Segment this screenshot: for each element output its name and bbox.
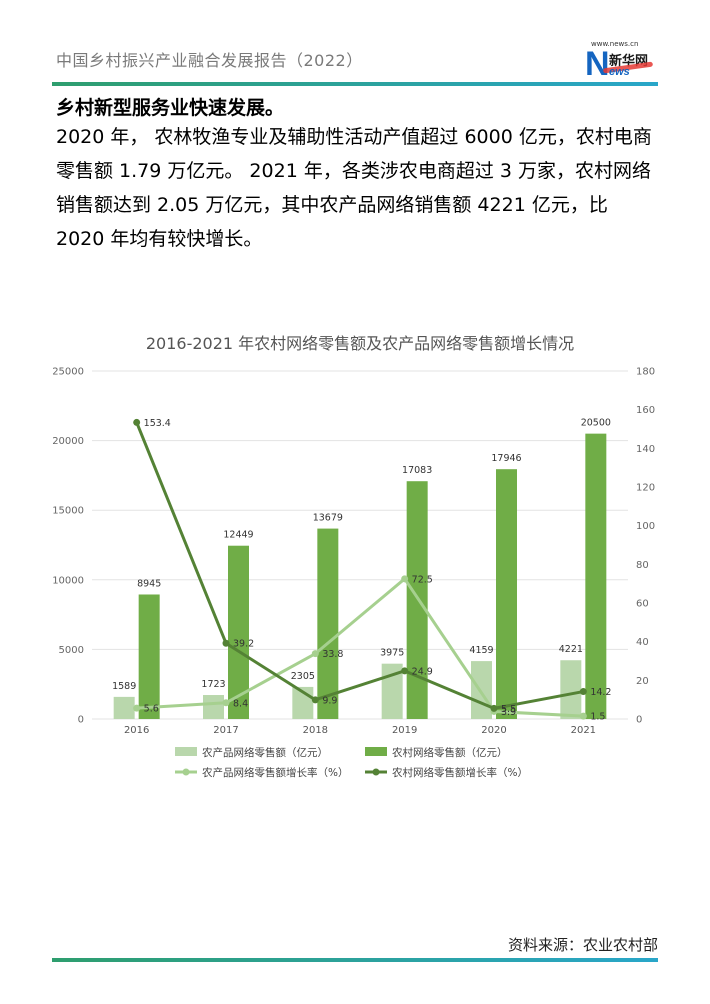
y-left-tick-label: 0 [78, 715, 84, 726]
line-data-label: 1.5 [590, 712, 605, 723]
line-data-label: 9.9 [322, 695, 337, 706]
line-data-label: 24.9 [412, 666, 433, 677]
legend-label: 农村网络零售额增长率（%） [392, 766, 528, 779]
line-data-label: 14.2 [590, 687, 611, 698]
x-tick-label: 2017 [213, 725, 238, 736]
logo-ews-text: ews [609, 66, 630, 78]
bar-data-label: 3975 [380, 648, 404, 659]
bar [138, 594, 160, 719]
line-point [133, 704, 141, 712]
bar [496, 469, 517, 719]
bar-data-label: 8945 [137, 578, 161, 589]
y-right-tick-label: 140 [636, 444, 655, 455]
chart-lines [133, 418, 587, 720]
bar [228, 545, 249, 719]
bar-data-label: 1589 [112, 681, 136, 692]
legend-label: 农村网络零售额（亿元） [392, 746, 508, 759]
line-point [490, 704, 498, 712]
bar-data-label: 4221 [559, 644, 583, 655]
bar-data-label: 2305 [291, 671, 315, 682]
section-heading: 乡村新型服务业快速发展。 [56, 97, 285, 119]
line-data-label: 72.5 [412, 574, 433, 585]
logo-url-text: www.news.cn [591, 40, 639, 48]
logo-n-letter: N [585, 45, 610, 83]
line-point [311, 650, 319, 658]
legend-swatch-point [182, 768, 190, 776]
line-data-label: 33.8 [322, 649, 343, 660]
header-divider [52, 82, 658, 86]
y-right-tick-label: 20 [636, 676, 649, 687]
line-data-label: 5.5 [501, 704, 516, 715]
line-point [401, 575, 409, 583]
bar-data-label: 12449 [223, 530, 253, 541]
y-right-tick-label: 180 [636, 367, 655, 378]
y-right-tick-label: 60 [636, 599, 649, 610]
bar [203, 695, 224, 719]
x-tick-label: 2020 [481, 725, 506, 736]
y-right-tick-label: 40 [636, 637, 649, 648]
bar-data-label: 17946 [491, 453, 521, 464]
chart-labels: 2016-2021 年农村网络零售额及农产品网络零售额增长情况050001000… [52, 334, 655, 736]
line-point [579, 688, 587, 696]
chart-legend: 农产品网络零售额（亿元） 农村网络零售额（亿元） 农产品网络零售额增长率（%） 农村网… [175, 746, 528, 779]
bar [471, 661, 492, 719]
line-data-label: 39.2 [233, 639, 254, 650]
report-title: 中国乡村振兴产业融合发展报告（2022） [56, 51, 363, 70]
bar [560, 660, 582, 719]
x-tick-label: 2016 [124, 725, 149, 736]
line-point [401, 667, 409, 675]
bar-data-label: 17083 [402, 465, 432, 476]
legend-label: 农产品网络零售额增长率（%） [202, 766, 348, 779]
bar-data-label: 13679 [313, 513, 343, 524]
x-tick-label: 2019 [392, 725, 417, 736]
y-left-tick-label: 20000 [52, 436, 84, 447]
chart-gridlines [92, 370, 628, 720]
y-right-tick-label: 160 [636, 405, 655, 416]
y-right-tick-label: 120 [636, 483, 655, 494]
legend-swatch [175, 747, 197, 756]
xinhuanet-logo: www.news.cn N 新华网 ews [585, 40, 655, 84]
line-data-label: 153.4 [144, 418, 171, 429]
line-point [579, 712, 587, 720]
line-data-label: 5.6 [144, 704, 159, 715]
line-data-label: 3.9 [501, 707, 516, 718]
line-point [222, 699, 230, 707]
body-paragraph: 2020 年， 农林牧渔专业及辅助性活动产值超过 6000 亿元，农村电商零售额… [56, 126, 652, 250]
line-data-label: 8.4 [233, 698, 248, 709]
legend-swatch [365, 747, 387, 756]
chart-bars [113, 433, 607, 719]
series-line [136, 577, 584, 718]
chart-title: 2016-2021 年农村网络零售额及农产品网络零售额增长情况 [146, 334, 574, 353]
bar [317, 528, 339, 719]
line-point [133, 418, 141, 426]
y-right-tick-label: 0 [636, 715, 642, 726]
line-point [311, 696, 319, 704]
line-point [222, 639, 230, 647]
bar-data-label: 1723 [201, 679, 225, 690]
x-tick-label: 2018 [303, 725, 328, 736]
bar [585, 433, 607, 719]
bar [113, 696, 135, 719]
y-right-tick-label: 80 [636, 560, 649, 571]
y-left-tick-label: 25000 [52, 367, 84, 378]
x-tick-label: 2021 [571, 725, 596, 736]
footer-divider [52, 958, 658, 962]
y-right-tick-label: 100 [636, 521, 655, 532]
data-source: 资料来源：农业农村部 [507, 936, 658, 954]
legend-label: 农产品网络零售额（亿元） [202, 746, 328, 759]
bar-data-label: 20500 [581, 418, 611, 429]
bar [406, 481, 428, 719]
legend-swatch-point [372, 768, 380, 776]
y-left-tick-label: 5000 [59, 645, 84, 656]
y-left-tick-label: 10000 [52, 575, 84, 586]
series-line [135, 421, 584, 710]
y-left-tick-label: 15000 [52, 506, 84, 517]
bar-data-label: 4159 [469, 645, 493, 656]
